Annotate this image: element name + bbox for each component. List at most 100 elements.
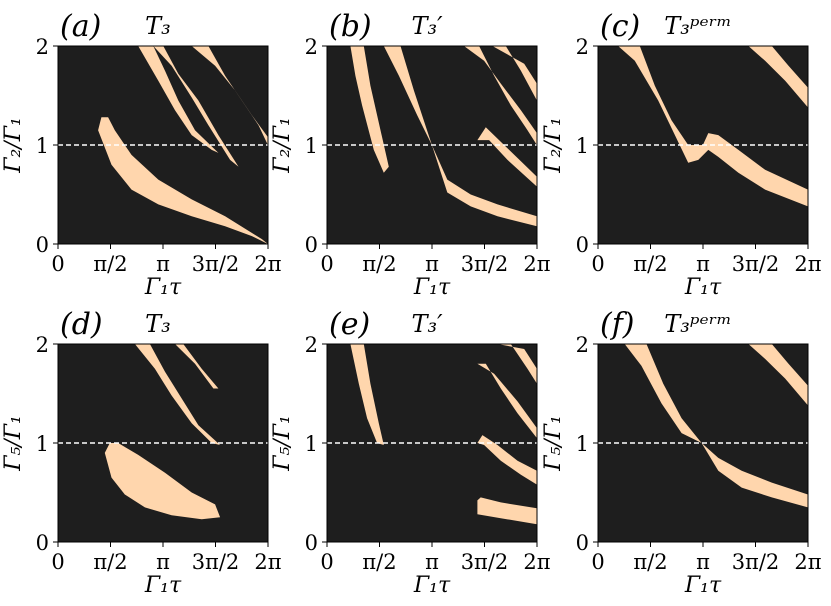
x-tick-label: 3π/2 bbox=[192, 550, 240, 574]
panel-label: (d) bbox=[60, 307, 103, 342]
y-tick-label: 1 bbox=[305, 134, 318, 158]
x-tick-label: 3π/2 bbox=[192, 252, 240, 276]
panel-label: (f) bbox=[600, 307, 635, 342]
y-axis-label: Γ₅/Γ₁ bbox=[1, 415, 26, 472]
y-tick-label: 2 bbox=[305, 35, 318, 59]
stable-region bbox=[624, 344, 808, 508]
stable-region bbox=[497, 344, 537, 384]
x-tick-label: 2π bbox=[254, 550, 281, 574]
x-axis-label: Γ₁τ bbox=[413, 275, 451, 300]
x-tick-label: 2π bbox=[794, 252, 821, 276]
chart-panel: 0 π/2 π 3π/2 2π 0 1 2 Γ₁τ Γ₂/Γ₁ (c) T₃ᵖᵉʳᵐ bbox=[541, 9, 822, 300]
chart-panel: 0 π/2 π 3π/2 2π 0 1 2 Γ₁τ Γ₅/Γ₁ (d) T₃ bbox=[1, 307, 282, 598]
y-axis-label: Γ₅/Γ₁ bbox=[270, 415, 295, 472]
x-axis-label: Γ₁τ bbox=[684, 573, 722, 598]
y-tick-label: 2 bbox=[576, 333, 589, 357]
chart-panel: 0 π/2 π 3π/2 2π 0 1 2 Γ₁τ Γ₂/Γ₁ (a) T₃ bbox=[1, 9, 282, 300]
y-tick-label: 2 bbox=[305, 333, 318, 357]
stable-region bbox=[748, 46, 808, 108]
stable-region bbox=[492, 46, 537, 101]
region-group bbox=[104, 344, 221, 520]
panel-title: T₃ bbox=[145, 310, 171, 338]
panel-title: T₃ bbox=[145, 12, 171, 40]
stable-region bbox=[748, 344, 808, 406]
y-tick-label: 1 bbox=[576, 432, 589, 456]
region-group bbox=[350, 344, 537, 525]
y-axis-label: Γ₂/Γ₁ bbox=[270, 117, 295, 174]
stable-region bbox=[153, 46, 239, 167]
stable-region bbox=[98, 117, 268, 244]
y-tick-label: 0 bbox=[576, 233, 589, 257]
stable-region bbox=[138, 46, 219, 153]
x-tick-label: π bbox=[696, 550, 710, 574]
x-tick-label: 0 bbox=[591, 550, 604, 574]
y-tick-label: 2 bbox=[576, 35, 589, 59]
panel-label: (e) bbox=[329, 307, 370, 342]
y-tick-label: 0 bbox=[305, 531, 318, 555]
y-tick-label: 0 bbox=[305, 233, 318, 257]
x-tick-label: π bbox=[425, 252, 439, 276]
x-tick-label: π bbox=[156, 550, 170, 574]
stable-region bbox=[618, 46, 808, 207]
region-group bbox=[350, 46, 537, 227]
y-tick-label: 2 bbox=[36, 35, 49, 59]
chart-panel: 0 π/2 π 3π/2 2π 0 1 2 Γ₁τ Γ₅/Γ₁ (f) T₃ᵖᵉʳᵐ bbox=[541, 307, 822, 598]
x-tick-label: 3π/2 bbox=[732, 252, 780, 276]
panel-title: T₃ᵖᵉʳᵐ bbox=[664, 310, 732, 338]
panel-title: T₃′ bbox=[411, 12, 443, 40]
x-tick-label: 2π bbox=[523, 550, 550, 574]
x-tick-label: 2π bbox=[794, 550, 821, 574]
region-group bbox=[618, 46, 808, 207]
stable-region bbox=[350, 344, 384, 445]
panel-label: (b) bbox=[329, 9, 372, 44]
x-tick-label: 3π/2 bbox=[461, 252, 509, 276]
stable-region bbox=[477, 127, 537, 187]
x-tick-label: 3π/2 bbox=[461, 550, 509, 574]
y-axis-label: Γ₂/Γ₁ bbox=[541, 117, 566, 174]
x-tick-label: 3π/2 bbox=[732, 550, 780, 574]
x-tick-label: π/2 bbox=[362, 550, 396, 574]
stable-region bbox=[350, 46, 389, 173]
y-tick-label: 0 bbox=[36, 531, 49, 555]
x-tick-label: 0 bbox=[51, 550, 64, 574]
x-tick-label: π/2 bbox=[93, 252, 127, 276]
x-tick-label: π/2 bbox=[93, 550, 127, 574]
region-group bbox=[624, 344, 808, 508]
x-axis-label: Γ₁τ bbox=[413, 573, 451, 598]
y-tick-label: 1 bbox=[36, 134, 49, 158]
x-tick-label: 2π bbox=[254, 252, 281, 276]
stable-region bbox=[383, 46, 537, 227]
x-tick-label: 0 bbox=[591, 252, 604, 276]
x-tick-label: 0 bbox=[51, 252, 64, 276]
y-axis-label: Γ₂/Γ₁ bbox=[1, 117, 26, 174]
stable-region bbox=[104, 443, 221, 520]
y-tick-label: 1 bbox=[305, 432, 318, 456]
y-tick-label: 1 bbox=[576, 134, 589, 158]
y-tick-label: 2 bbox=[36, 333, 49, 357]
stable-region bbox=[134, 344, 221, 445]
y-tick-label: 0 bbox=[576, 531, 589, 555]
region-group bbox=[98, 46, 268, 244]
chart-panel: 0 π/2 π 3π/2 2π 0 1 2 Γ₁τ Γ₅/Γ₁ (e) T₃′ bbox=[270, 307, 551, 598]
x-tick-label: π/2 bbox=[362, 252, 396, 276]
x-tick-label: 2π bbox=[523, 252, 550, 276]
y-tick-label: 1 bbox=[36, 432, 49, 456]
y-axis-label: Γ₅/Γ₁ bbox=[541, 415, 566, 472]
stable-region bbox=[175, 344, 219, 389]
x-tick-label: 0 bbox=[320, 550, 333, 574]
x-tick-label: 0 bbox=[320, 252, 333, 276]
stable-region bbox=[477, 435, 537, 485]
x-tick-label: π bbox=[156, 252, 170, 276]
panel-label: (c) bbox=[600, 9, 640, 44]
x-axis-label: Γ₁τ bbox=[684, 275, 722, 300]
x-axis-label: Γ₁τ bbox=[144, 275, 182, 300]
panel-title: T₃′ bbox=[411, 310, 443, 338]
x-tick-label: π/2 bbox=[633, 252, 667, 276]
x-tick-label: π bbox=[425, 550, 439, 574]
chart-panel: 0 π/2 π 3π/2 2π 0 1 2 Γ₁τ Γ₂/Γ₁ (b) T₃′ bbox=[270, 9, 551, 300]
x-tick-label: π/2 bbox=[633, 550, 667, 574]
x-tick-label: π bbox=[696, 252, 710, 276]
stable-region bbox=[477, 497, 537, 525]
panel-label: (a) bbox=[60, 9, 101, 44]
